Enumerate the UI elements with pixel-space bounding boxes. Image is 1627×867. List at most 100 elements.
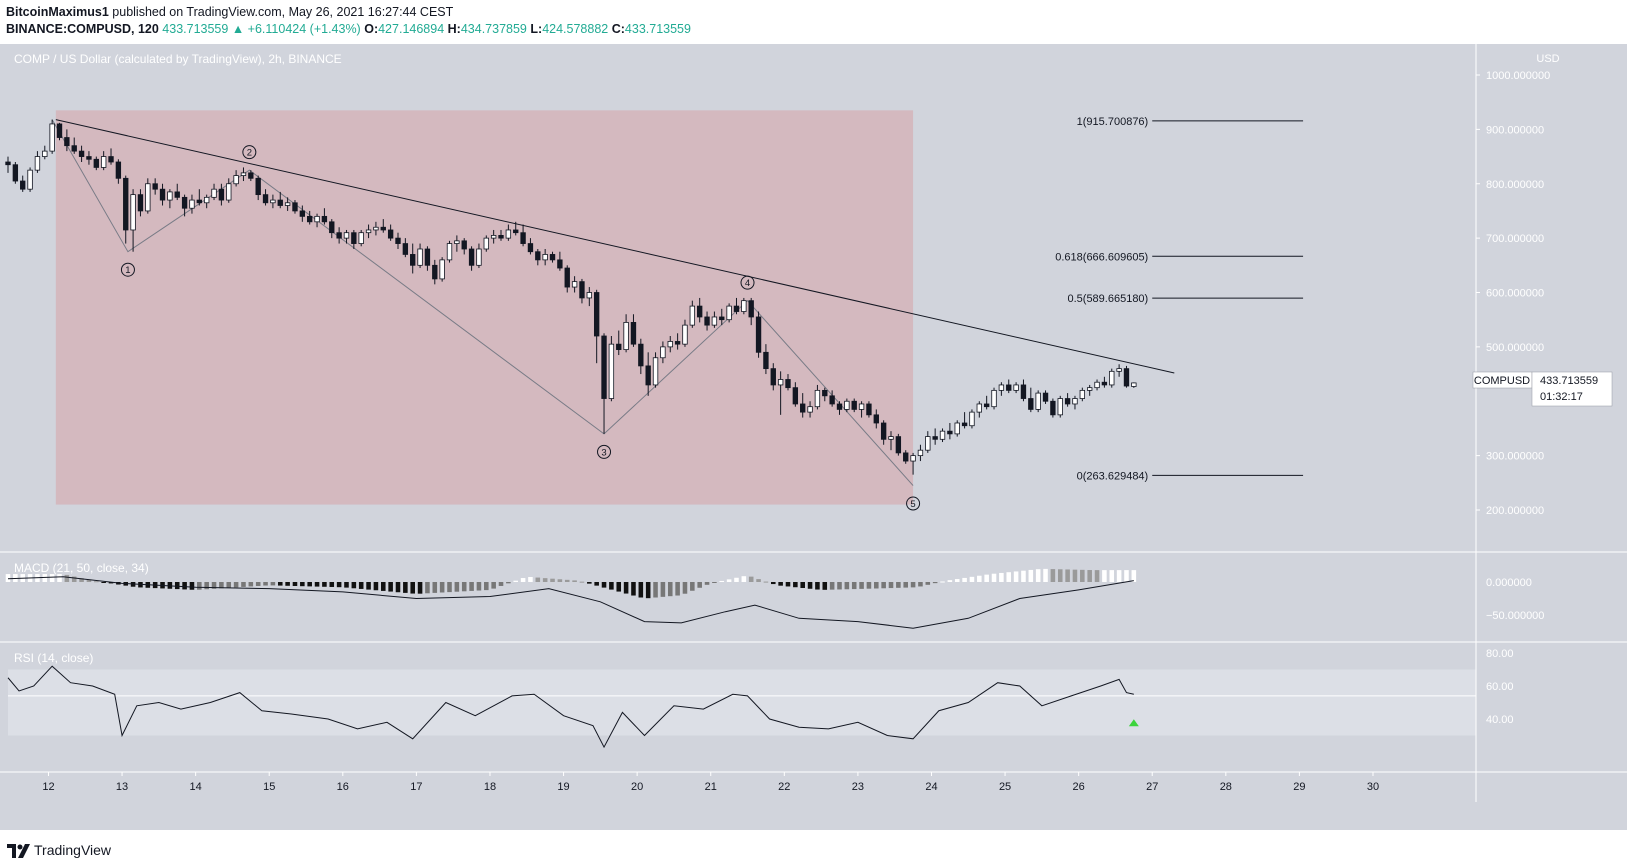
author-name[interactable]: BitcoinMaximus1 [6, 5, 109, 19]
macd-histogram-bar [616, 582, 622, 592]
candle [130, 189, 136, 252]
macd-histogram-bar [476, 582, 482, 591]
macd-histogram-bar [1072, 569, 1078, 582]
macd-histogram-bar [277, 582, 283, 586]
macd-histogram-bar [1131, 570, 1137, 582]
fib-label: 0.5(589.665180) [1067, 293, 1148, 305]
ohlc-line: BINANCE:COMPUSD, 120 433.713559 ▲ +6.110… [6, 22, 691, 36]
candle [520, 224, 526, 247]
range-box-layer [55, 110, 914, 505]
candle [387, 224, 394, 241]
candle [785, 374, 791, 391]
macd-histogram-bar [734, 577, 739, 582]
macd-histogram-bar [660, 582, 666, 597]
candle [579, 278, 585, 304]
candle [844, 398, 850, 413]
candle [86, 151, 92, 165]
candle [623, 314, 629, 353]
macd-histogram-bar [969, 576, 975, 582]
price-tick-label: 200.000000 [1486, 505, 1544, 517]
chart-title: COMP / US Dollar (calculated by TradingV… [14, 52, 342, 66]
candle-body [336, 232, 342, 239]
macd-histogram-bar [1080, 569, 1085, 582]
macd-histogram-bar [86, 579, 92, 582]
macd-histogram-bar [425, 582, 430, 594]
candle [42, 145, 48, 160]
candle [380, 219, 386, 233]
candle [1035, 390, 1041, 413]
candle-body [181, 196, 188, 209]
candle-body [527, 243, 534, 253]
macd-histogram-bar [1050, 569, 1056, 582]
wave-label-2: 2 [247, 148, 252, 159]
candle [483, 235, 489, 252]
candle [903, 450, 909, 464]
candle [660, 341, 666, 364]
candle-body [571, 281, 578, 288]
candle [998, 382, 1005, 396]
price-tick-label: 1000.000000 [1486, 70, 1550, 82]
candle [608, 336, 615, 402]
candle [1087, 384, 1093, 396]
time-tick-label: 18 [484, 781, 496, 793]
candle-body [726, 305, 732, 321]
candle-body [932, 436, 938, 440]
rsi-band [8, 669, 1476, 736]
macd-histogram-bar [49, 574, 55, 582]
macd-histogram-bar [204, 582, 209, 590]
time-tick-label: 29 [1293, 781, 1305, 793]
macd-histogram-bar [322, 582, 327, 587]
candle [321, 208, 328, 225]
candle-body [174, 191, 180, 198]
candle [123, 175, 129, 244]
candle [432, 259, 438, 285]
macd-histogram-bar [71, 576, 77, 582]
candle-body [410, 254, 416, 266]
candle [616, 330, 622, 356]
price-tick-label: 600.000000 [1486, 288, 1544, 300]
candle [108, 148, 114, 165]
candle [947, 423, 953, 440]
candle [461, 238, 467, 255]
candle [284, 197, 291, 211]
candle-body [851, 400, 857, 410]
time-tick-label: 14 [190, 781, 202, 793]
candle [292, 200, 298, 214]
candle [64, 129, 70, 152]
candle-body [961, 422, 968, 427]
candle [564, 265, 570, 293]
candle [402, 238, 409, 258]
macd-histogram-bar [653, 582, 658, 598]
candle-body [56, 123, 63, 138]
tradingview-brand[interactable]: TradingView [34, 842, 112, 858]
macd-histogram-bar [940, 581, 945, 583]
candle-body [586, 292, 592, 299]
candle [925, 431, 931, 453]
wave-label-5: 5 [910, 499, 915, 510]
trendline-layer [55, 119, 1175, 374]
symbol-label: BINANCE:COMPUSD, 120 [6, 22, 159, 36]
candle [218, 183, 225, 206]
candle [792, 382, 799, 407]
candle [991, 387, 997, 410]
candle [1064, 393, 1071, 407]
candle [152, 178, 158, 195]
time-tick-label: 21 [705, 781, 717, 793]
candle [755, 311, 762, 358]
candle-body [542, 254, 548, 261]
macd-histogram-bar [807, 582, 813, 589]
candle [777, 371, 784, 415]
candle [674, 333, 681, 350]
macd-histogram-bar [881, 582, 886, 589]
candle-body [1020, 384, 1027, 399]
candle-body [866, 403, 872, 416]
time-tick-label: 13 [116, 781, 128, 793]
candle [424, 246, 431, 271]
macd-histogram-bar [233, 582, 239, 588]
candle [697, 297, 703, 323]
macd-histogram-bar [984, 574, 989, 582]
candle-body [42, 150, 48, 157]
macd-histogram-bar [991, 573, 997, 582]
